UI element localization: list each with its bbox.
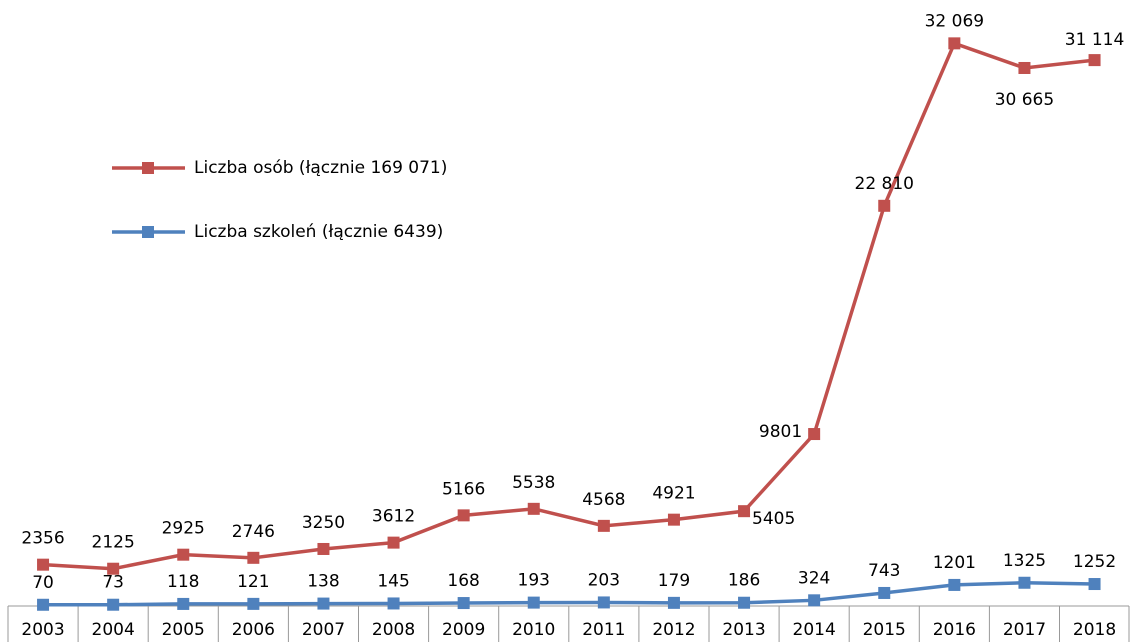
data-label: 324 [798, 568, 830, 588]
data-label: 3250 [302, 513, 345, 533]
point-marker [878, 199, 891, 212]
point-marker [177, 597, 190, 610]
point-marker [387, 536, 400, 549]
point-marker [387, 597, 400, 610]
x-tick-label: 2012 [652, 620, 695, 640]
legend-label: Liczba szkoleń (łącznie 6439) [194, 222, 443, 242]
x-tick-label: 2016 [933, 620, 976, 640]
point-marker [457, 597, 470, 610]
data-label: 9801 [759, 422, 802, 442]
point-marker [738, 596, 751, 609]
data-label: 1252 [1073, 552, 1116, 572]
data-label: 1325 [1003, 551, 1046, 571]
x-tick-label: 2010 [512, 620, 555, 640]
data-label: 179 [658, 571, 690, 591]
x-tick-label: 2005 [162, 620, 205, 640]
point-marker [1018, 61, 1031, 74]
point-marker [527, 596, 540, 609]
point-marker [107, 562, 120, 575]
point-marker [317, 597, 330, 610]
data-label: 2356 [21, 529, 64, 549]
data-label: 5405 [752, 509, 795, 529]
data-label: 3612 [372, 507, 415, 527]
point-marker [457, 509, 470, 522]
point-marker [597, 519, 610, 532]
data-label: 2925 [162, 519, 205, 539]
data-label: 743 [868, 561, 900, 581]
point-marker [107, 598, 120, 611]
point-marker [808, 428, 821, 441]
data-label: 22 810 [855, 174, 914, 194]
point-marker [948, 37, 961, 50]
data-label: 186 [728, 571, 760, 591]
point-marker [37, 598, 50, 611]
data-label: 2125 [92, 533, 135, 553]
x-tick-label: 2007 [302, 620, 345, 640]
point-marker [1018, 576, 1031, 589]
point-marker [1088, 54, 1101, 67]
point-marker [597, 596, 610, 609]
data-label: 2746 [232, 522, 275, 542]
data-label: 118 [167, 572, 199, 592]
x-tick-label: 2014 [793, 620, 836, 640]
x-tick-label: 2018 [1073, 620, 1116, 640]
point-marker [738, 505, 751, 518]
point-marker [527, 502, 540, 515]
point-marker [37, 558, 50, 571]
data-label: 1201 [933, 553, 976, 573]
point-marker [667, 513, 680, 526]
data-label: 121 [237, 572, 269, 592]
data-label: 32 069 [925, 11, 984, 31]
data-label: 31 114 [1065, 30, 1124, 50]
point-marker [247, 551, 260, 564]
x-tick-label: 2008 [372, 620, 415, 640]
point-marker [667, 596, 680, 609]
x-tick-label: 2003 [21, 620, 64, 640]
legend-marker [142, 226, 154, 238]
x-tick-label: 2017 [1003, 620, 1046, 640]
data-label: 193 [518, 571, 550, 591]
data-label: 138 [307, 572, 339, 592]
series-line [43, 581, 1095, 607]
point-marker [1088, 578, 1101, 591]
legend-marker [142, 162, 154, 174]
data-label: 70 [32, 573, 54, 593]
x-tick-label: 2009 [442, 620, 485, 640]
x-tick-label: 2013 [722, 620, 765, 640]
data-label: 73 [102, 573, 124, 593]
x-tick-label: 2006 [232, 620, 275, 640]
data-label: 145 [377, 571, 409, 591]
data-label: 4568 [582, 490, 625, 510]
x-tick-label: 2011 [582, 620, 625, 640]
data-label: 168 [447, 571, 479, 591]
point-marker [948, 578, 961, 591]
point-marker [808, 594, 821, 607]
data-label: 5538 [512, 473, 555, 493]
data-label: 4921 [652, 484, 695, 504]
series-line [42, 41, 1095, 571]
x-tick-label: 2004 [92, 620, 135, 640]
data-label: 30 665 [995, 90, 1054, 110]
point-marker [177, 548, 190, 561]
legend-label: Liczba osób (łącznie 169 071) [194, 158, 447, 178]
point-marker [317, 542, 330, 555]
x-tick-label: 2015 [863, 620, 906, 640]
data-label: 5166 [442, 479, 485, 499]
point-marker [247, 597, 260, 610]
point-marker [878, 586, 891, 599]
data-label: 203 [588, 570, 620, 590]
